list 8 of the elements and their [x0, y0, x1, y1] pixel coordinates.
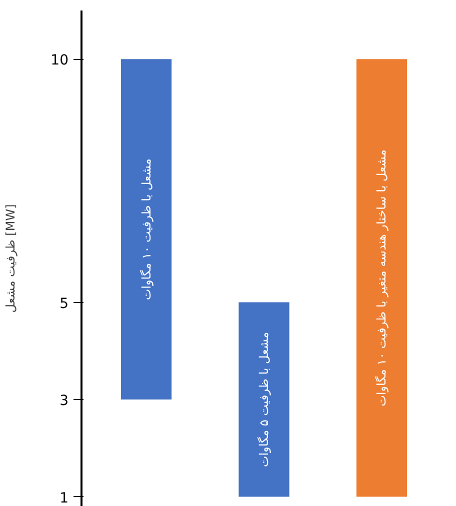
y-tick-label: 3 [60, 393, 69, 410]
x-tick-label: مشعل با ساختار هندسه متغیر با ظرفیت ۱۰ مگاوات [374, 150, 389, 406]
x-tick-label: مشعل با ظرفیت ۱۰ مگاوات [139, 158, 154, 300]
y-tick-label: 10 [50, 52, 69, 69]
y-tick-label: 1 [60, 490, 69, 506]
y-tick-label: 5 [60, 296, 69, 312]
x-tick-label: مشعل با ظرفیت ۵ مگاوات [257, 332, 271, 468]
y-axis-title: ظرفیت مشعل [MW] [4, 204, 18, 313]
